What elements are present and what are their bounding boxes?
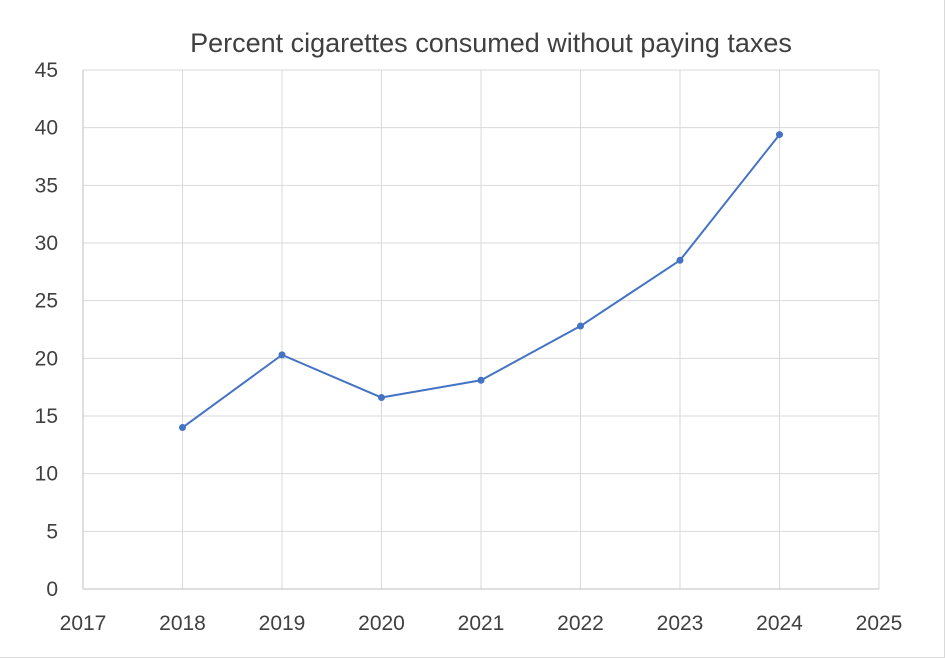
data-point <box>776 131 783 139</box>
y-tick-label: 0 <box>46 578 58 601</box>
data-series <box>179 131 783 432</box>
y-tick-label: 15 <box>35 405 58 428</box>
data-point <box>378 394 385 402</box>
y-tick-label: 10 <box>35 463 58 486</box>
y-tick-label: 35 <box>35 174 58 197</box>
x-tick-label: 2019 <box>259 612 306 635</box>
data-point <box>676 256 684 264</box>
x-tick-label: 2021 <box>458 612 505 635</box>
data-point <box>577 322 584 330</box>
y-tick-label: 40 <box>35 117 58 140</box>
y-tick-label: 20 <box>35 347 58 370</box>
x-axis-ticks: 2017 2018 2019 2020 2021 2022 2023 2024 2025 <box>60 612 903 635</box>
data-point <box>278 351 286 359</box>
data-point <box>477 376 485 384</box>
x-tick-label: 2018 <box>159 612 206 635</box>
y-tick-label: 25 <box>35 290 58 313</box>
x-tick-label: 2025 <box>856 612 903 635</box>
x-tick-label: 2017 <box>60 612 107 635</box>
x-tick-label: 2024 <box>756 612 803 635</box>
x-tick-label: 2020 <box>358 612 405 635</box>
y-axis-ticks: 0 5 10 15 20 25 30 35 40 45 <box>35 59 58 601</box>
gridlines <box>82 69 880 590</box>
x-tick-label: 2023 <box>657 612 704 635</box>
y-tick-label: 5 <box>46 520 58 543</box>
chart-title: Percent cigarettes consumed without payi… <box>190 28 792 58</box>
axes <box>82 70 879 590</box>
x-tick-label: 2022 <box>557 612 604 635</box>
y-tick-label: 30 <box>35 232 58 255</box>
data-point <box>179 424 186 432</box>
y-tick-label: 45 <box>35 59 58 82</box>
